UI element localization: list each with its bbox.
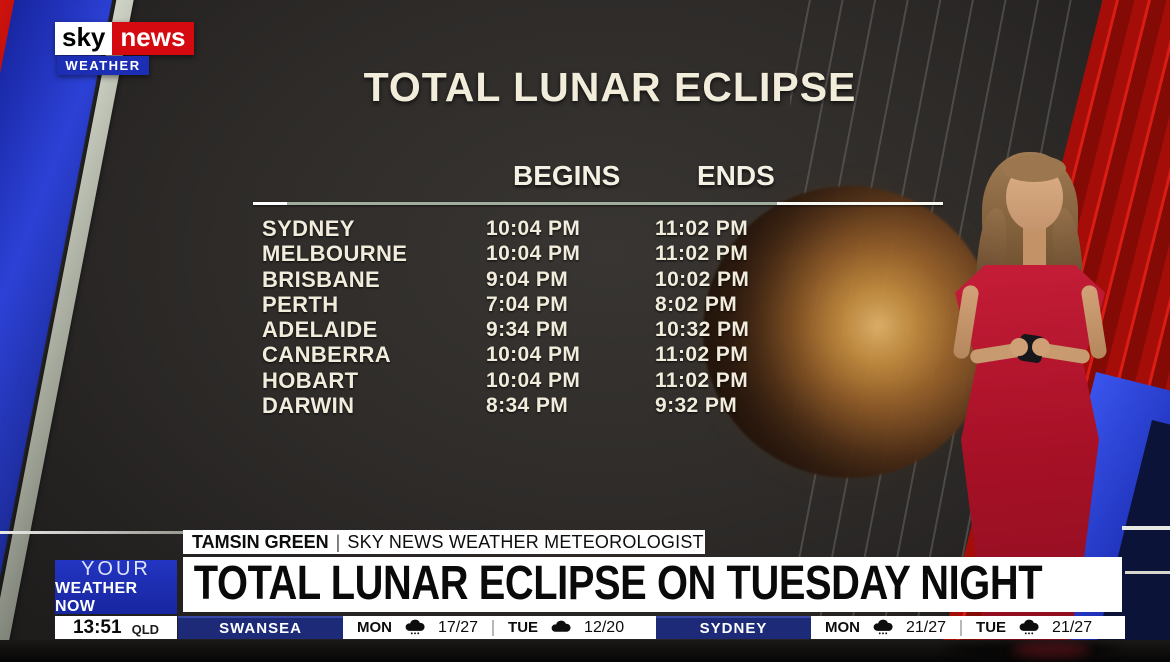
begins-time: 10:04 PM (486, 242, 581, 266)
ends-time: 11:02 PM (655, 217, 749, 240)
graphic-title: TOTAL LUNAR ECLIPSE (363, 64, 857, 110)
presenter-right-hand (1032, 338, 1050, 356)
logo-weather-banner: WEATHER (57, 56, 149, 75)
city-label: SYDNEY (262, 216, 355, 241)
your-weather-now-badge: YOUR WEATHER NOW (55, 558, 177, 615)
clock-region: QLD (131, 621, 160, 637)
presenter-name-strip: TAMSIN GREEN | SKY NEWS WEATHER METEOROL… (183, 530, 705, 554)
eclipse-times-table: SYDNEY 10:04 PM 11:02 PM MELBOURNE 10:04… (0, 216, 960, 418)
table-row: HOBART 10:04 PM 11:02 PM (0, 368, 960, 393)
set-line-right-lower (1125, 571, 1170, 574)
blood-moon-image (703, 186, 995, 478)
begins-time: 10:04 PM (486, 343, 581, 367)
table-row: BRISBANE 9:04 PM 10:02 PM (0, 267, 960, 292)
city-label: BRISBANE (262, 266, 381, 292)
city-label: CANBERRA (262, 342, 392, 368)
city-label: ADELAIDE (262, 317, 378, 343)
ends-time: 10:32 PM (655, 318, 750, 342)
rain-cloud-icon (403, 619, 427, 636)
presenter-left-hand (1010, 338, 1028, 356)
day-label: TUE (976, 619, 1007, 636)
begins-time: 8:34 PM (486, 394, 569, 418)
headline-bar: TOTAL LUNAR ECLIPSE ON TUESDAY NIGHT (183, 557, 1122, 612)
program-line-1: YOUR (81, 558, 151, 580)
ticker-forecast-swansea: MON 17/27 TUE 12/20 (343, 616, 656, 639)
studio-floor (0, 640, 1170, 662)
begins-time: 10:04 PM (486, 368, 581, 392)
presenter-title: SKY NEWS WEATHER METEOROLOGIST (347, 531, 704, 552)
temps-label: 12/20 (584, 618, 625, 636)
city-label: DARWIN (262, 393, 355, 419)
begins-time: 9:34 PM (486, 318, 569, 342)
table-row: ADELAIDE 9:34 PM 10:32 PM (0, 317, 960, 342)
ticker-divider (492, 619, 495, 636)
ends-time: 9:32 PM (655, 394, 738, 418)
table-row: PERTH 7:04 PM 8:02 PM (0, 292, 960, 317)
sky-news-weather-logo: sky news WEATHER (55, 22, 195, 75)
clock-box: 13:51 QLD (55, 616, 177, 639)
table-row: SYDNEY 10:04 PM 11:02 PM (0, 216, 960, 241)
presenter-name: TAMSIN GREEN (192, 531, 329, 552)
ends-time: 11:02 PM (655, 343, 749, 367)
header-underline (253, 202, 943, 205)
column-header-begins: BEGINS (513, 160, 621, 191)
city-label: HOBART (262, 367, 359, 393)
set-line-left (0, 531, 183, 534)
day-label: MON (825, 619, 860, 636)
temps-label: 17/27 (438, 618, 479, 636)
logo-row: sky news (55, 22, 195, 55)
temps-label: 21/27 (1052, 618, 1093, 636)
ends-time: 8:02 PM (655, 292, 738, 316)
rain-cloud-icon (1017, 619, 1041, 636)
logo-news-text: news (112, 22, 195, 55)
logo-sky-text: sky (55, 22, 113, 55)
cloud-icon (549, 619, 573, 636)
temps-label: 21/27 (906, 618, 947, 636)
set-line-right-upper (1122, 526, 1170, 530)
ends-time: 11:02 PM (655, 368, 749, 392)
clock-time: 13:51 (72, 616, 122, 638)
begins-time: 7:04 PM (486, 292, 569, 316)
presenter-hair-fringe (1002, 155, 1066, 182)
ends-time: 10:02 PM (655, 267, 750, 291)
presenter-neck (1023, 222, 1046, 274)
day-label: TUE (508, 619, 539, 636)
presenter-floor-shadow (945, 641, 1120, 657)
begins-time: 10:04 PM (486, 217, 581, 240)
ticker-divider (960, 619, 963, 636)
table-row: MELBOURNE 10:04 PM 11:02 PM (0, 241, 960, 266)
ends-time: 11:02 PM (655, 242, 749, 266)
city-label: MELBOURNE (262, 241, 408, 267)
ticker-station-swansea: SWANSEA (178, 616, 343, 639)
rain-cloud-icon (871, 619, 895, 636)
city-label: PERTH (262, 291, 339, 317)
presenter-red-reflection (1012, 641, 1090, 658)
column-header-ends: ENDS (697, 160, 775, 191)
name-title-separator: | (335, 531, 341, 552)
ticker-forecast-sydney: MON 21/27 TUE 21/27 (811, 616, 1125, 639)
program-line-2: WEATHER NOW (55, 580, 138, 615)
headline-text: TOTAL LUNAR ECLIPSE ON TUESDAY NIGHT (193, 557, 1043, 610)
table-row: CANBERRA 10:04 PM 11:02 PM (0, 342, 960, 367)
ticker-station-sydney: SYDNEY (656, 616, 811, 639)
begins-time: 9:04 PM (486, 267, 569, 291)
table-row: DARWIN 8:34 PM 9:32 PM (0, 393, 960, 418)
day-label: MON (357, 619, 392, 636)
